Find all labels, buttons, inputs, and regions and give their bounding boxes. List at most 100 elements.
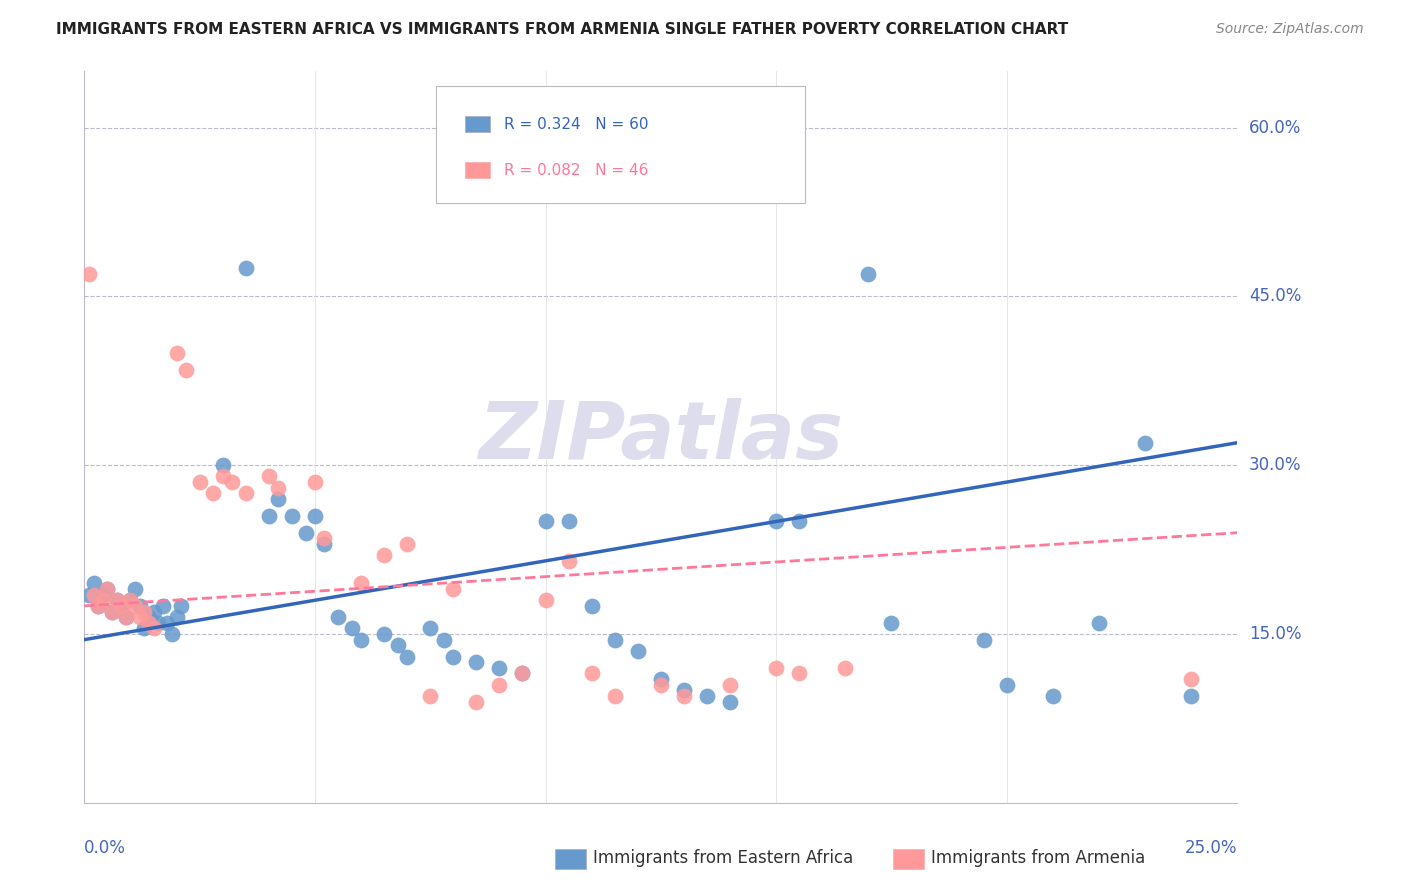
Point <box>419 621 441 635</box>
Point <box>124 599 146 613</box>
Point <box>787 515 810 529</box>
Point <box>340 621 363 635</box>
Point <box>465 655 488 669</box>
Point <box>834 661 856 675</box>
Point <box>294 525 316 540</box>
Point <box>396 537 419 551</box>
Point <box>124 582 146 596</box>
Point <box>87 599 110 613</box>
Point <box>880 615 903 630</box>
Point <box>603 632 626 647</box>
Point <box>672 689 695 703</box>
Point <box>77 588 100 602</box>
Point <box>858 267 880 281</box>
Point <box>672 683 695 698</box>
Point <box>96 582 118 596</box>
Point <box>326 610 349 624</box>
Text: 45.0%: 45.0% <box>1249 287 1301 305</box>
Point <box>1133 435 1156 450</box>
Point <box>1088 615 1111 630</box>
Point <box>603 689 626 703</box>
Point <box>101 605 124 619</box>
Point <box>441 582 464 596</box>
Point <box>512 666 534 681</box>
Point <box>105 593 128 607</box>
Point <box>128 599 150 613</box>
Text: Immigrants from Eastern Africa: Immigrants from Eastern Africa <box>593 849 853 867</box>
Point <box>91 588 114 602</box>
Point <box>115 610 138 624</box>
Point <box>91 593 114 607</box>
Point <box>387 638 409 652</box>
Point <box>101 605 124 619</box>
Text: 15.0%: 15.0% <box>1249 625 1302 643</box>
Point <box>77 267 100 281</box>
Point <box>87 599 110 613</box>
Point <box>696 689 718 703</box>
FancyBboxPatch shape <box>465 116 491 132</box>
Text: R = 0.082   N = 46: R = 0.082 N = 46 <box>503 162 648 178</box>
Point <box>314 537 336 551</box>
Point <box>433 632 456 647</box>
Point <box>995 678 1018 692</box>
Point <box>465 694 488 708</box>
Point <box>787 666 810 681</box>
Text: R = 0.324   N = 60: R = 0.324 N = 60 <box>503 117 648 131</box>
Point <box>373 627 395 641</box>
Point <box>160 627 183 641</box>
Point <box>146 615 169 630</box>
Point <box>650 678 672 692</box>
Text: Immigrants from Armenia: Immigrants from Armenia <box>931 849 1144 867</box>
Point <box>557 515 579 529</box>
FancyBboxPatch shape <box>465 162 491 178</box>
Point <box>396 649 419 664</box>
Point <box>267 491 290 506</box>
Point <box>235 486 257 500</box>
Point <box>314 532 336 546</box>
Point <box>110 599 132 613</box>
Point <box>221 475 243 489</box>
Point <box>257 469 280 483</box>
Point <box>142 605 165 619</box>
Point <box>134 621 156 635</box>
Point <box>765 515 787 529</box>
Point <box>581 666 603 681</box>
Point <box>257 508 280 523</box>
Point <box>235 261 257 276</box>
Point <box>267 481 290 495</box>
Point <box>115 610 138 624</box>
Text: 25.0%: 25.0% <box>1185 839 1237 857</box>
Point <box>350 576 373 591</box>
Point <box>304 508 326 523</box>
Point <box>718 678 741 692</box>
Text: 0.0%: 0.0% <box>84 839 127 857</box>
Point <box>156 615 179 630</box>
Point <box>128 610 150 624</box>
Point <box>138 615 160 630</box>
Text: ZIPatlas: ZIPatlas <box>478 398 844 476</box>
Point <box>1180 689 1202 703</box>
Point <box>534 515 557 529</box>
Point <box>627 644 650 658</box>
Point <box>96 582 118 596</box>
Point <box>83 588 105 602</box>
Text: 60.0%: 60.0% <box>1249 119 1301 136</box>
Point <box>441 649 464 664</box>
Point <box>304 475 326 489</box>
Point <box>134 605 156 619</box>
Point <box>202 486 225 500</box>
Point <box>718 694 741 708</box>
Point <box>350 632 373 647</box>
Text: Source: ZipAtlas.com: Source: ZipAtlas.com <box>1216 22 1364 37</box>
Point <box>765 661 787 675</box>
Point <box>211 458 233 473</box>
Point <box>120 593 142 607</box>
Point <box>138 610 160 624</box>
Point <box>174 362 197 376</box>
Point <box>1180 672 1202 686</box>
Point <box>650 672 672 686</box>
Point <box>166 610 188 624</box>
Point <box>120 593 142 607</box>
Point <box>419 689 441 703</box>
Point <box>105 593 128 607</box>
